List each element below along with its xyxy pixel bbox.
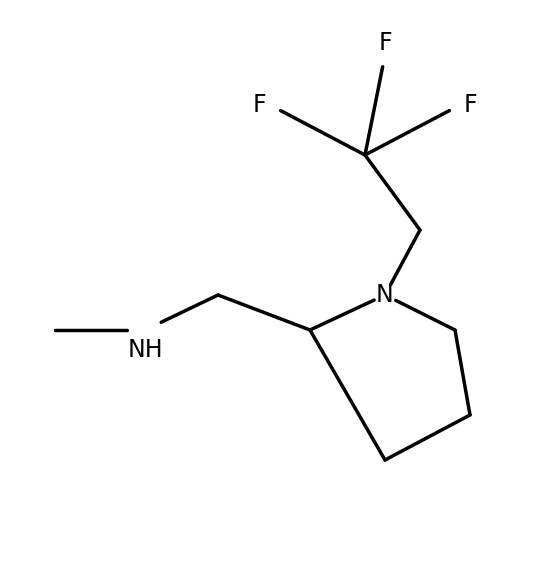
Text: F: F bbox=[378, 31, 392, 55]
Text: F: F bbox=[253, 93, 266, 117]
Text: F: F bbox=[464, 93, 478, 117]
Text: N: N bbox=[376, 283, 394, 307]
Text: NH: NH bbox=[127, 338, 163, 362]
